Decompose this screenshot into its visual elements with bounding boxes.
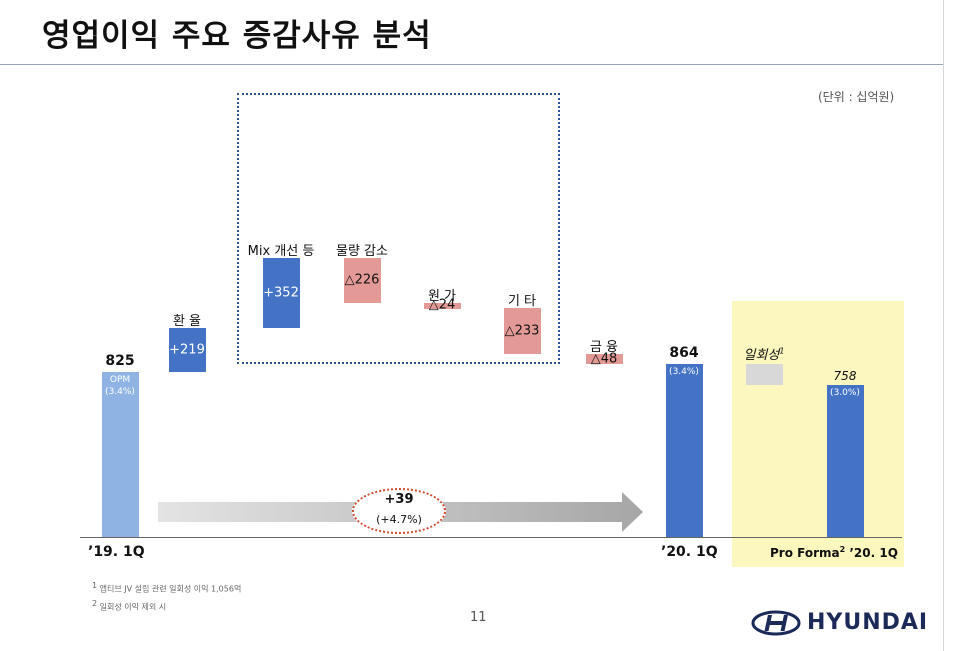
data-label-other: △233 xyxy=(504,323,540,339)
data-label-mix: +352 xyxy=(263,285,299,301)
data-label-finance: △48 xyxy=(590,351,618,367)
brand-name: HYUNDAI xyxy=(807,610,929,635)
footnote-1: 1 앱티브 JV 설립 관련 일회성 이익 1,056억 xyxy=(92,581,241,595)
footnote-2-text: 일회성 이익 제외 시 xyxy=(99,602,167,612)
x-label-proforma: Pro Forma2 ’20. 1Q xyxy=(770,545,898,560)
x-label-start: ’19. 1Q xyxy=(88,544,145,560)
bar-cost xyxy=(423,303,461,309)
x-label-end: ’20. 1Q xyxy=(661,544,718,560)
page-number: 11 xyxy=(470,610,487,625)
footnote-ref-1: 1 xyxy=(779,346,785,356)
footnote-ref-2: 2 xyxy=(839,545,846,554)
bar-other xyxy=(503,307,541,355)
category-label-other: 기 타 xyxy=(507,293,537,309)
growth-value: +39 xyxy=(384,492,414,507)
x-label-proforma-text: Pro Forma xyxy=(770,546,840,560)
bar-finance xyxy=(585,354,623,364)
value-label-start: 825 xyxy=(105,353,135,369)
bar-proforma xyxy=(826,385,864,537)
margin-end: (3.4%) xyxy=(669,367,699,378)
bar-start xyxy=(101,372,139,537)
footnote-1-text: 앱티브 JV 설립 관련 일회성 이익 1,056억 xyxy=(99,584,242,594)
slide-edge xyxy=(943,0,944,651)
x-label-proforma-period: ’20. 1Q xyxy=(845,546,898,560)
pro-forma-highlight xyxy=(732,301,904,567)
data-label-fx: +219 xyxy=(169,342,205,358)
footnote-1-num: 1 xyxy=(92,581,98,590)
footnote-2-num: 2 xyxy=(92,599,98,608)
category-label-volume: 물량 감소 xyxy=(336,243,388,259)
value-label-proforma: 758 xyxy=(833,369,857,384)
page-title: 영업이익 주요 증감사유 분석 xyxy=(42,18,432,54)
unit-label: (단위 : 십억원) xyxy=(818,90,895,104)
hyundai-logo-icon xyxy=(751,610,801,636)
bar-fx xyxy=(168,328,206,372)
category-label-fx: 환 율 xyxy=(172,314,202,330)
category-label-mix: Mix 개선 등 xyxy=(247,243,315,259)
chart-baseline xyxy=(80,537,902,538)
bar-oneoff xyxy=(745,364,783,386)
title-divider xyxy=(0,64,943,65)
note-start: OPM xyxy=(109,375,131,385)
data-label-volume: △226 xyxy=(344,272,380,288)
growth-percent: (+4.7%) xyxy=(376,513,422,526)
bar-volume xyxy=(343,257,381,303)
margin-proforma: (3.0%) xyxy=(830,388,860,399)
bar-end xyxy=(665,364,703,537)
category-label-finance: 금 융 xyxy=(589,340,619,356)
bar-mix xyxy=(262,257,300,329)
category-label-cost: 원 가 xyxy=(427,289,457,304)
category-label-oneoff: 일회성1 xyxy=(743,346,785,364)
margin-start: (3.4%) xyxy=(105,387,135,397)
operating-factors-box xyxy=(237,93,560,364)
value-label-end: 864 xyxy=(669,345,699,362)
growth-callout xyxy=(352,488,446,534)
footnote-2: 2 일회성 이익 제외 시 xyxy=(92,599,166,613)
data-label-cost: △24 xyxy=(428,297,456,313)
